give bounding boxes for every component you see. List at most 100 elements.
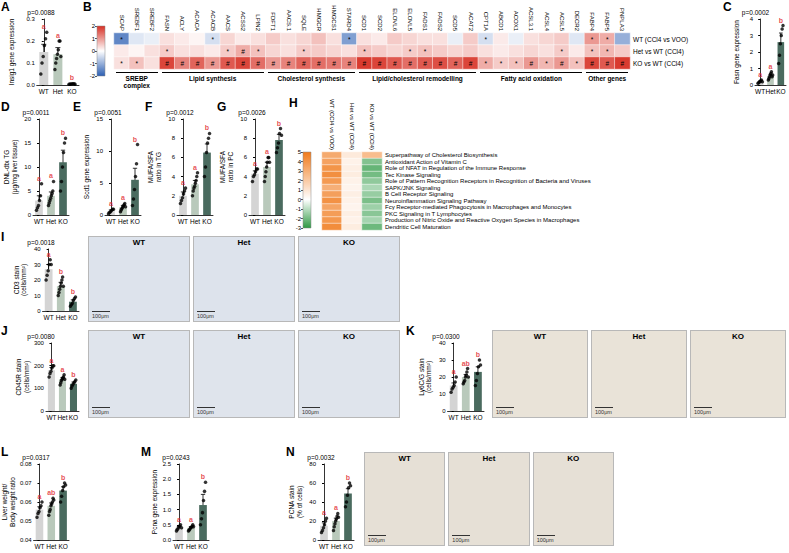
svg-text:p=0.0011: p=0.0011 (23, 109, 50, 117)
svg-text:10: 10 (96, 148, 103, 154)
svg-text:KO: KO (130, 218, 139, 225)
svg-text:a: a (109, 200, 113, 207)
svg-text:KO: KO (202, 218, 211, 225)
svg-text:Het: Het (46, 218, 56, 225)
svg-text:a: a (322, 509, 326, 516)
svg-text:*: * (560, 48, 563, 55)
svg-text:0.04: 0.04 (20, 537, 32, 543)
svg-text:0.05: 0.05 (20, 518, 32, 524)
svg-text:p=0.0317: p=0.0317 (22, 454, 50, 462)
svg-text:2: 2 (298, 178, 302, 184)
svg-text:a: a (49, 357, 53, 364)
svg-text:*: * (166, 48, 169, 55)
svg-text:AACS: AACS (225, 15, 231, 31)
svg-text:WT: WT (174, 543, 184, 550)
svg-text:KO: KO (776, 88, 785, 95)
svg-text:20: 20 (439, 374, 446, 380)
svg-text:-2: -2 (296, 216, 302, 222)
svg-text:Scd1 gene expression: Scd1 gene expression (83, 134, 91, 199)
svg-text:Het: Het (461, 414, 471, 421)
svg-text:5: 5 (100, 180, 104, 186)
svg-text:*: * (363, 48, 366, 55)
svg-text:#: # (272, 60, 276, 67)
svg-text:p=0.0080: p=0.0080 (27, 333, 55, 341)
svg-text:*: * (257, 48, 260, 55)
svg-text:PKC Signaling in T Lymphocytes: PKC Signaling in T Lymphocytes (385, 211, 472, 217)
svg-text:(cells/mm²): (cells/mm²) (20, 264, 28, 296)
svg-text:ACSL5: ACSL5 (559, 12, 565, 32)
svg-text:#: # (363, 60, 367, 67)
svg-text:FADS2: FADS2 (437, 12, 443, 32)
svg-text:KO vs WT (CCl4): KO vs WT (CCl4) (369, 104, 375, 150)
svg-text:CD45R stain: CD45R stain (15, 358, 22, 395)
svg-text:MUFA/SFA: MUFA/SFA (219, 150, 226, 183)
svg-text:FABP4: FABP4 (589, 12, 595, 31)
svg-text:*: * (591, 36, 594, 43)
svg-text:KO: KO (473, 414, 482, 421)
svg-text:WT: WT (755, 88, 765, 95)
svg-text:KO vs WT (CCl4): KO vs WT (CCl4) (633, 60, 683, 68)
svg-text:WT: WT (44, 314, 54, 321)
svg-text:ELOVL6: ELOVL6 (392, 8, 398, 31)
svg-text:ab: ab (47, 489, 55, 496)
svg-text:#: # (332, 60, 336, 67)
svg-text:Het: Het (118, 218, 128, 225)
svg-text:AACS.1: AACS.1 (286, 10, 292, 32)
svg-text:#: # (605, 60, 609, 67)
svg-text:Het: Het (262, 218, 272, 225)
svg-text:p=0.0032: p=0.0032 (307, 454, 335, 462)
svg-text:40: 40 (309, 499, 316, 505)
svg-text:p=0.0012: p=0.0012 (166, 109, 194, 117)
svg-text:4: 4 (298, 159, 302, 165)
svg-text:a: a (758, 71, 762, 78)
svg-text:SCD5: SCD5 (452, 15, 458, 32)
svg-text:20: 20 (34, 277, 41, 283)
svg-text:1: 1 (298, 187, 302, 193)
svg-text:*: * (500, 60, 503, 67)
svg-text:#: # (438, 60, 442, 67)
svg-text:10: 10 (168, 116, 175, 122)
svg-text:DECR2: DECR2 (574, 11, 580, 32)
svg-text:10: 10 (240, 116, 247, 122)
svg-text:#: # (621, 60, 625, 67)
svg-text:#: # (560, 60, 564, 67)
svg-text:*: * (211, 36, 214, 43)
svg-text:#: # (454, 60, 458, 67)
svg-text:ABCD1: ABCD1 (498, 11, 504, 32)
svg-text:Het: Het (190, 218, 200, 225)
svg-text:SQLE: SQLE (301, 15, 307, 31)
svg-text:0: 0 (750, 82, 754, 88)
svg-text:(cells/mm²): (cells/mm²) (425, 361, 433, 393)
svg-text:a: a (121, 194, 125, 201)
svg-text:Pcna gene expression: Pcna gene expression (151, 469, 159, 534)
svg-text:100: 100 (34, 385, 45, 391)
svg-text:10: 10 (34, 293, 41, 299)
svg-text:Role of Pattern Recognition Re: Role of Pattern Recognition Receptors in… (385, 178, 591, 184)
svg-text:SCD1: SCD1 (361, 15, 367, 32)
svg-text:0: 0 (244, 212, 248, 218)
svg-text:#: # (378, 60, 382, 67)
svg-text:WT: WT (250, 218, 260, 225)
svg-text:*: * (591, 48, 594, 55)
svg-text:a: a (56, 32, 60, 39)
svg-text:CD3 stain: CD3 stain (13, 265, 20, 294)
svg-text:-1: -1 (90, 61, 96, 67)
svg-text:#: # (165, 60, 169, 67)
svg-text:#: # (317, 60, 321, 67)
svg-text:0.0: 0.0 (163, 537, 172, 543)
svg-text:ratio in TG: ratio in TG (155, 152, 162, 182)
svg-text:5: 5 (28, 188, 32, 194)
svg-text:Het: Het (56, 314, 66, 321)
svg-text:0.3: 0.3 (26, 16, 35, 22)
svg-text:FADS1: FADS1 (422, 12, 428, 32)
svg-text:WT: WT (319, 543, 329, 550)
svg-text:3: 3 (298, 168, 302, 174)
svg-text:#: # (241, 48, 245, 55)
svg-text:*: * (485, 60, 488, 67)
svg-text:Het: Het (53, 88, 63, 95)
svg-text:p=0.0088: p=0.0088 (27, 9, 55, 17)
svg-text:b: b (779, 17, 783, 24)
svg-text:ab: ab (462, 360, 470, 367)
svg-text:a: a (193, 164, 197, 171)
svg-text:WT: WT (39, 88, 49, 95)
